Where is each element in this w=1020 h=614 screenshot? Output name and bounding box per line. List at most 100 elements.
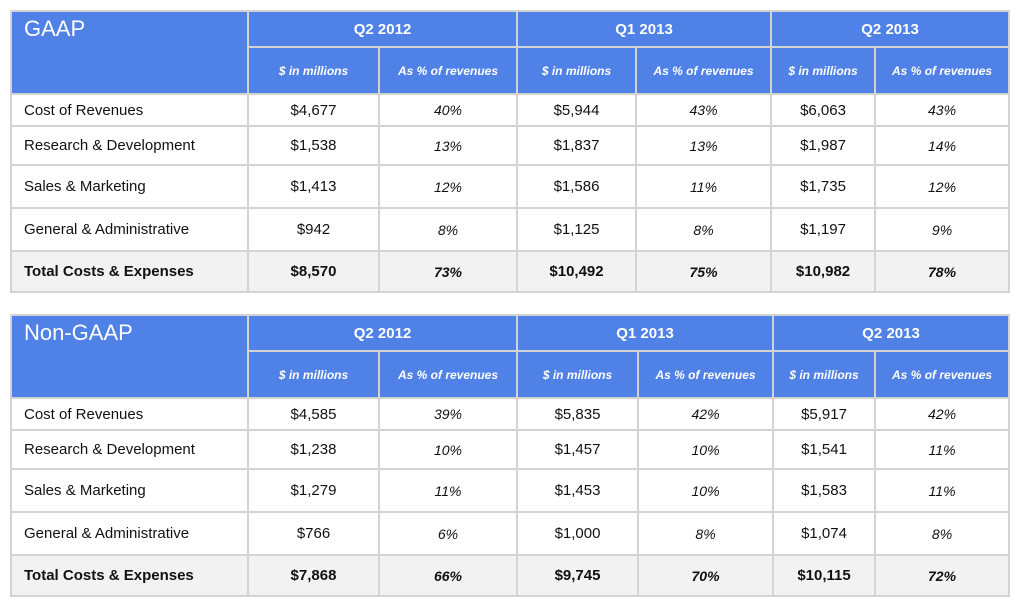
sub-header-percent: As % of revenues xyxy=(637,350,775,399)
percent-cell: 42% xyxy=(874,397,1011,431)
value-cell: $9,745 xyxy=(516,554,640,597)
value-cell: $1,413 xyxy=(247,164,380,209)
percent-cell: 66% xyxy=(377,554,519,597)
percent-cell: 10% xyxy=(377,429,519,470)
row-label: Total Costs & Expenses xyxy=(10,250,249,293)
percent-cell: 6% xyxy=(377,511,519,556)
percent-cell: 13% xyxy=(377,125,519,166)
period-header-q1-2013: Q1 2013 xyxy=(516,10,773,48)
value-cell: $1,541 xyxy=(772,429,877,470)
percent-cell: 8% xyxy=(874,511,1011,556)
period-header-q2-2013: Q2 2013 xyxy=(770,10,1011,48)
total-row: Total Costs & Expenses $8,570 73% $10,49… xyxy=(10,250,1011,293)
value-cell: $10,492 xyxy=(516,250,638,293)
row-label: Cost of Revenues xyxy=(10,93,249,127)
value-cell: $1,279 xyxy=(247,468,380,513)
percent-cell: 40% xyxy=(377,93,519,127)
value-cell: $1,000 xyxy=(516,511,640,556)
value-cell: $1,837 xyxy=(516,125,638,166)
table-row: Research & Development $1,538 13% $1,837… xyxy=(10,125,1011,166)
value-cell: $1,197 xyxy=(770,207,877,252)
table-row: Cost of Revenues $4,677 40% $5,944 43% $… xyxy=(10,93,1011,127)
value-cell: $5,917 xyxy=(772,397,877,431)
period-header-q2-2012: Q2 2012 xyxy=(246,314,519,352)
row-label: Sales & Marketing xyxy=(10,468,249,513)
table-row: Sales & Marketing $1,413 12% $1,586 11% … xyxy=(10,164,1011,209)
sub-header-millions: $ in millions xyxy=(516,46,638,95)
value-cell: $942 xyxy=(247,207,380,252)
total-row: Total Costs & Expenses $7,868 66% $9,745… xyxy=(10,554,1011,597)
sub-header-millions: $ in millions xyxy=(247,46,380,95)
percent-cell: 10% xyxy=(637,468,775,513)
value-cell: $1,125 xyxy=(516,207,638,252)
percent-cell: 10% xyxy=(637,429,775,470)
table-row: Sales & Marketing $1,279 11% $1,453 10% … xyxy=(10,468,1011,513)
row-label: Sales & Marketing xyxy=(10,164,249,209)
sub-header-millions: $ in millions xyxy=(770,46,877,95)
value-cell: $1,074 xyxy=(772,511,877,556)
sub-header-millions: $ in millions xyxy=(772,350,877,399)
value-cell: $1,586 xyxy=(516,164,638,209)
value-cell: $1,583 xyxy=(772,468,877,513)
value-cell: $10,115 xyxy=(772,554,877,597)
table-title: GAAP xyxy=(10,10,249,95)
sub-header-percent: As % of revenues xyxy=(874,46,1011,95)
row-label: General & Administrative xyxy=(10,511,249,556)
gaap-table: GAAP Q2 2012 Q1 2013 Q2 2013 $ in millio… xyxy=(10,10,1011,293)
value-cell: $1,457 xyxy=(516,429,640,470)
value-cell: $1,238 xyxy=(247,429,380,470)
period-header-q2-2013: Q2 2013 xyxy=(772,314,1011,352)
row-label: Research & Development xyxy=(10,429,249,470)
percent-cell: 39% xyxy=(377,397,519,431)
value-cell: $766 xyxy=(247,511,380,556)
value-cell: $7,868 xyxy=(247,554,380,597)
sub-header-percent: As % of revenues xyxy=(377,46,519,95)
percent-cell: 72% xyxy=(874,554,1011,597)
percent-cell: 43% xyxy=(874,93,1011,127)
percent-cell: 70% xyxy=(637,554,775,597)
sub-header-percent: As % of revenues xyxy=(874,350,1011,399)
value-cell: $1,735 xyxy=(770,164,877,209)
percent-cell: 12% xyxy=(874,164,1011,209)
percent-cell: 11% xyxy=(874,468,1011,513)
percent-cell: 73% xyxy=(377,250,519,293)
percent-cell: 12% xyxy=(377,164,519,209)
value-cell: $5,835 xyxy=(516,397,640,431)
sub-header-percent: As % of revenues xyxy=(377,350,519,399)
row-label: Total Costs & Expenses xyxy=(10,554,249,597)
row-label: General & Administrative xyxy=(10,207,249,252)
nongaap-table: Non-GAAP Q2 2012 Q1 2013 Q2 2013 $ in mi… xyxy=(10,314,1011,597)
sub-header-millions: $ in millions xyxy=(247,350,380,399)
percent-cell: 11% xyxy=(377,468,519,513)
value-cell: $4,677 xyxy=(247,93,380,127)
percent-cell: 8% xyxy=(637,511,775,556)
row-label: Research & Development xyxy=(10,125,249,166)
percent-cell: 9% xyxy=(874,207,1011,252)
value-cell: $6,063 xyxy=(770,93,877,127)
sub-header-millions: $ in millions xyxy=(516,350,640,399)
row-label: Cost of Revenues xyxy=(10,397,249,431)
table-title: Non-GAAP xyxy=(10,314,249,399)
value-cell: $8,570 xyxy=(247,250,380,293)
percent-cell: 11% xyxy=(635,164,773,209)
period-header-q2-2012: Q2 2012 xyxy=(246,10,519,48)
percent-cell: 75% xyxy=(635,250,773,293)
table-row: Research & Development $1,238 10% $1,457… xyxy=(10,429,1011,470)
percent-cell: 11% xyxy=(874,429,1011,470)
percent-cell: 78% xyxy=(874,250,1011,293)
sub-header-percent: As % of revenues xyxy=(635,46,773,95)
value-cell: $10,982 xyxy=(770,250,877,293)
value-cell: $5,944 xyxy=(516,93,638,127)
value-cell: $1,987 xyxy=(770,125,877,166)
table-row: General & Administrative $766 6% $1,000 … xyxy=(10,511,1011,556)
percent-cell: 14% xyxy=(874,125,1011,166)
table-row: Cost of Revenues $4,585 39% $5,835 42% $… xyxy=(10,397,1011,431)
percent-cell: 43% xyxy=(635,93,773,127)
percent-cell: 8% xyxy=(635,207,773,252)
table-row: General & Administrative $942 8% $1,125 … xyxy=(10,207,1011,252)
percent-cell: 13% xyxy=(635,125,773,166)
period-header-q1-2013: Q1 2013 xyxy=(516,314,775,352)
percent-cell: 8% xyxy=(377,207,519,252)
value-cell: $1,538 xyxy=(247,125,380,166)
value-cell: $4,585 xyxy=(247,397,380,431)
